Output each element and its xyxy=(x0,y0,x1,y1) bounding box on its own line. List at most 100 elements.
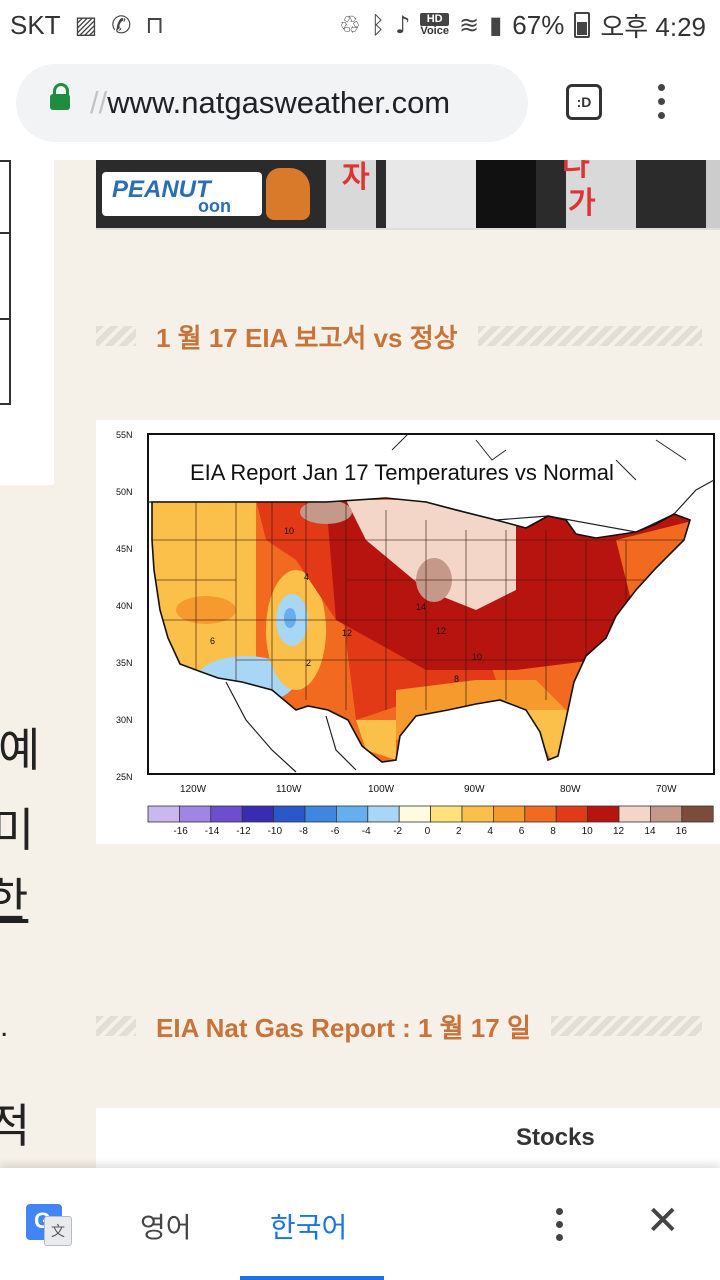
legend-label: 8 xyxy=(550,826,556,837)
left-table-fragment xyxy=(0,160,11,405)
browser-menu-icon[interactable] xyxy=(656,84,666,124)
left-text-3: 한 xyxy=(0,874,29,926)
contour-label: 8 xyxy=(454,674,459,684)
legend-label: -12 xyxy=(236,826,251,837)
section-title-2-text: EIA Nat Gas Report : 1 월 17 일 xyxy=(156,1012,531,1043)
close-icon[interactable]: ✕ xyxy=(646,1198,680,1244)
legend-label: -2 xyxy=(393,826,402,837)
translate-menu-icon[interactable] xyxy=(556,1208,564,1247)
lon-labels: 120W 110W 100W 90W 80W 70W xyxy=(180,784,677,795)
legend-swatch xyxy=(398,805,432,823)
left-text-5: 적 xyxy=(0,1100,31,1152)
signal-icon: ▮ xyxy=(489,11,503,39)
url-scheme: // xyxy=(90,85,108,120)
lat-label: 35N xyxy=(116,658,133,668)
legend-label: 10 xyxy=(582,826,594,837)
bluetooth-icon: ᛒ xyxy=(370,11,386,39)
legend-label: 2 xyxy=(456,826,462,837)
lat-label: 40N xyxy=(116,601,133,611)
gallery-icon: ▨ xyxy=(74,11,98,39)
legend-label: -14 xyxy=(205,826,220,837)
voice-label: Voice xyxy=(420,25,449,37)
legend-label: -10 xyxy=(268,826,283,837)
hd-label: HD xyxy=(420,13,449,26)
legend-swatch xyxy=(179,805,212,823)
legend-label: 16 xyxy=(676,826,688,837)
legend-swatch xyxy=(681,805,714,823)
contour-label: 12 xyxy=(342,628,352,638)
battery-saver-icon: ♲ xyxy=(339,11,361,39)
address-bar[interactable]: //www.natgasweather.com xyxy=(16,64,528,142)
legend-swatch xyxy=(461,805,494,823)
legend-swatch xyxy=(587,805,620,823)
left-text-1: 예 xyxy=(0,724,41,776)
legend-swatch xyxy=(335,805,369,823)
lat-label: 45N xyxy=(116,544,133,554)
legend-label: 12 xyxy=(613,826,625,837)
legend-label: 6 xyxy=(519,826,525,837)
legend-swatch xyxy=(492,805,526,823)
squirrel-mascot-icon xyxy=(266,168,310,220)
storage-table: Stocks xyxy=(96,1108,720,1168)
legend-label: 0 xyxy=(425,826,431,837)
contour-label: 4 xyxy=(304,572,309,582)
browser-toolbar: //www.natgasweather.com :D xyxy=(0,50,720,160)
legend-swatch xyxy=(273,805,306,823)
legend-swatch xyxy=(555,805,589,823)
legend-swatch xyxy=(524,805,557,823)
legend-swatch xyxy=(210,805,243,823)
lon-label: 80W xyxy=(560,784,581,795)
legend-swatch xyxy=(147,805,180,823)
carrier-label: SKT xyxy=(10,9,61,40)
title-stripe-right xyxy=(477,326,702,346)
section-title-1: 1 월 17 EIA 보고서 vs 정상 xyxy=(96,320,702,353)
map-title: EIA Report Jan 17 Temperatures vs Normal xyxy=(190,460,614,485)
status-bar: SKT ▨ ✆ ⊓ ♲ ᛒ ♪ HD Voice ≋ ▮ 67% 오후 4:29 xyxy=(0,0,720,50)
left-text-4: . xyxy=(0,1010,9,1043)
mute-icon: ♪ xyxy=(395,11,411,39)
missed-call-icon: ✆ xyxy=(111,11,132,39)
contour-label: 6 xyxy=(210,636,215,646)
contour-label: 14 xyxy=(416,602,426,612)
left-text-2: 미 xyxy=(0,804,35,856)
legend-swatch xyxy=(304,805,337,823)
title-stripe-left xyxy=(96,326,136,346)
legend-swatch xyxy=(367,805,400,823)
temperature-anomaly-map[interactable]: 10 4 2 14 12 12 10 8 6 EIA Report Jan 17… xyxy=(96,420,720,844)
legend-label: -8 xyxy=(299,826,308,837)
lon-label: 90W xyxy=(464,784,485,795)
contour-label: 2 xyxy=(306,658,311,668)
battery-percent: 67% xyxy=(512,9,565,40)
target-language-tab[interactable]: 한국어 xyxy=(270,1212,348,1243)
legend-swatch xyxy=(430,805,463,823)
legend-label: -4 xyxy=(362,826,371,837)
table-header-stocks: Stocks xyxy=(516,1124,595,1151)
lat-label: 30N xyxy=(116,715,133,725)
contour-label: 10 xyxy=(472,652,482,662)
color-legend: -16 -14 -12 -10 -8 -6 -4 -2 0 2 4 6 8 10 12 14 16 xyxy=(147,805,714,837)
legend-swatch xyxy=(618,805,651,823)
logo-text: PEANUT xyxy=(112,176,211,203)
lock-icon xyxy=(50,83,70,110)
legend-label: -6 xyxy=(330,826,339,837)
lat-labels: 55N 50N 45N 40N 35N 30N 25N xyxy=(116,430,133,782)
hd-voice-icon: HD Voice xyxy=(420,13,449,37)
banner-char-2: 다 xyxy=(562,160,590,182)
title-stripe-right xyxy=(550,1016,702,1036)
contour-label: 12 xyxy=(436,626,446,636)
tab-switcher-button[interactable]: :D xyxy=(566,84,602,120)
section-title-1-text: 1 월 17 EIA 보고서 vs 정상 xyxy=(156,322,458,353)
lon-label: 70W xyxy=(656,784,677,795)
lon-label: 110W xyxy=(276,784,302,795)
source-language-tab[interactable]: 영어 xyxy=(140,1212,192,1243)
url-host: www.natgasweather.com xyxy=(107,85,451,120)
banner-char-1: 자 xyxy=(342,161,370,194)
battery-icon xyxy=(574,12,591,38)
legend-label: 4 xyxy=(487,826,493,837)
legend-swatch xyxy=(650,805,683,823)
contour-label: 10 xyxy=(284,526,294,536)
url-text[interactable]: //www.natgasweather.com xyxy=(90,85,450,121)
clock: 오후 4:29 xyxy=(600,11,706,42)
banner-ad[interactable]: PEANUT oon 자 다 가 xyxy=(96,160,720,230)
shopping-bag-icon: ⊓ xyxy=(145,11,165,39)
